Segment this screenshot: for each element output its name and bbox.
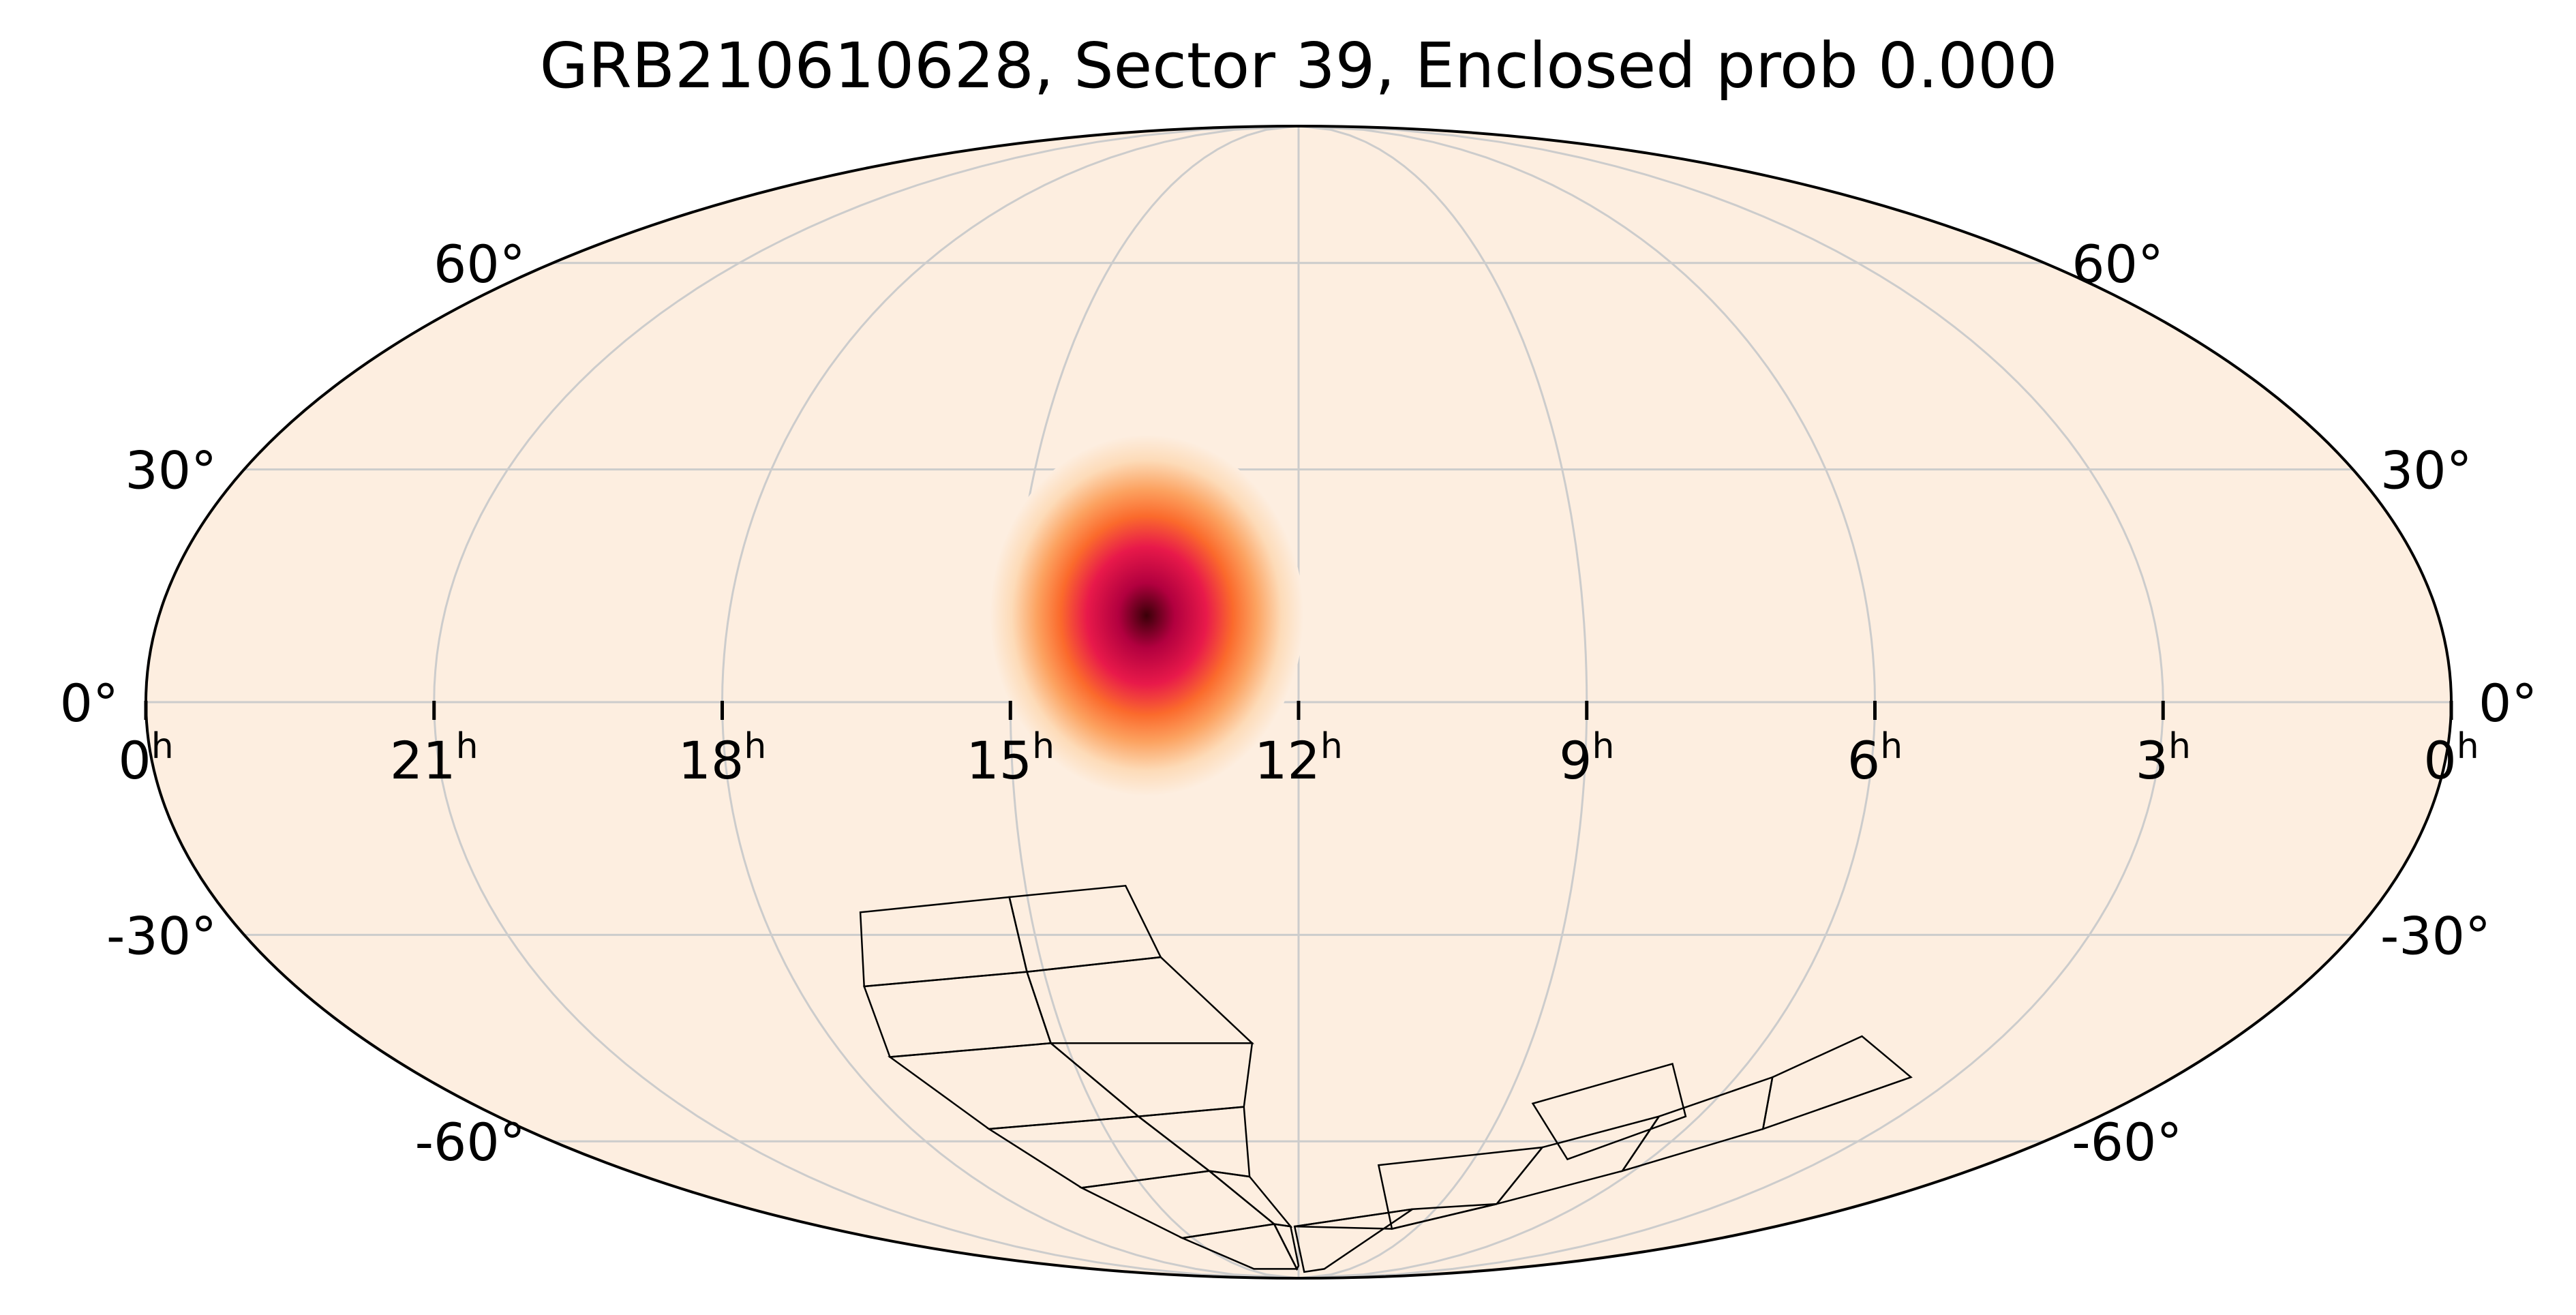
- chart-title: GRB210610628, Sector 39, Enclosed prob 0…: [540, 29, 2058, 102]
- ra-tick-label: 18h: [678, 726, 767, 791]
- dec-tick-label-left: -30°: [106, 905, 217, 966]
- ra-tick-label: 12h: [1254, 726, 1343, 791]
- dec-tick-label-right: 60°: [2072, 234, 2164, 294]
- ccd-footprint: [1272, 1223, 1300, 1271]
- ra-tick-label: 3h: [2136, 726, 2191, 791]
- ra-tick-label: 6h: [1847, 726, 1903, 791]
- dec-tick-label-right: -30°: [2380, 905, 2491, 966]
- ra-tick-label: 15h: [966, 726, 1055, 791]
- probability-heatmap: [990, 434, 1304, 796]
- probability-peak: [990, 434, 1304, 796]
- dec-tick-label-left: 0°: [60, 673, 119, 734]
- dec-tick-label-left: 30°: [125, 440, 217, 501]
- sector-footprint: [859, 884, 1913, 1273]
- ra-tick-label: 0h: [2423, 726, 2479, 791]
- dec-ticks: 60° 60° 30° 30° 0° 0° -30° -30° -60° -60°: [60, 234, 2538, 1173]
- dec-tick-label-right: -60°: [2072, 1112, 2182, 1173]
- ccd-footprint: [1531, 1062, 1687, 1161]
- dec-tick-label-left: 60°: [434, 234, 526, 294]
- ra-tick-label: 0h: [118, 726, 173, 791]
- ra-ticks: 0h 21h 18h 15h 12h 9h 6h 3h 0h: [118, 701, 2479, 791]
- dec-tick-label-right: 0°: [2479, 673, 2537, 734]
- ra-tick-label: 9h: [1559, 726, 1614, 791]
- ccd-footprint: [1761, 1035, 1913, 1130]
- dec-tick-label-left: -60°: [415, 1112, 526, 1173]
- dec-tick-label-right: 30°: [2380, 440, 2472, 501]
- ra-tick-label: 21h: [390, 726, 479, 791]
